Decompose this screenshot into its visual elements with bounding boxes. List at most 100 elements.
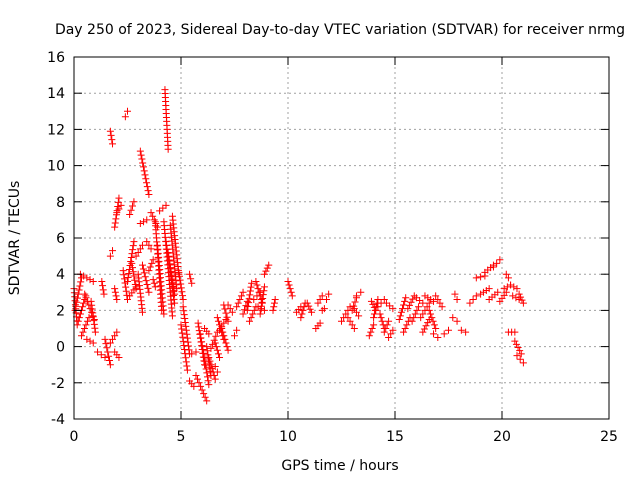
data-point	[346, 303, 354, 311]
data-point	[404, 305, 412, 313]
data-point	[104, 348, 112, 356]
data-point	[374, 296, 382, 304]
data-point	[325, 290, 333, 298]
data-point	[184, 342, 192, 350]
data-point	[403, 321, 411, 329]
data-point	[511, 337, 519, 345]
data-point	[197, 382, 205, 390]
data-point	[90, 320, 98, 328]
data-point	[183, 330, 191, 338]
data-point	[355, 312, 363, 320]
data-point	[245, 317, 253, 325]
data-points	[70, 86, 527, 405]
data-point	[164, 145, 172, 153]
data-point	[162, 201, 170, 209]
data-point	[94, 348, 102, 356]
data-point	[111, 288, 119, 296]
data-point	[105, 352, 113, 360]
data-point	[181, 315, 189, 323]
data-point	[249, 310, 257, 318]
data-point	[344, 314, 352, 322]
data-point	[338, 317, 345, 325]
data-point	[86, 276, 94, 284]
data-point	[297, 314, 305, 322]
data-point	[516, 347, 524, 355]
data-point	[502, 270, 510, 278]
data-point	[382, 325, 390, 332]
data-point	[137, 151, 145, 159]
data-point	[221, 335, 229, 343]
data-point	[211, 339, 219, 347]
data-point	[198, 342, 206, 350]
x-tick-label: 0	[70, 429, 79, 445]
data-point	[140, 167, 148, 175]
data-point	[472, 274, 480, 282]
data-point	[106, 252, 114, 260]
data-point	[419, 328, 427, 336]
data-point	[244, 303, 252, 311]
data-point	[77, 278, 85, 286]
data-point	[389, 326, 397, 334]
data-point	[175, 268, 183, 276]
data-point	[248, 279, 256, 287]
data-point	[512, 340, 520, 348]
data-point	[517, 293, 525, 301]
data-point	[117, 201, 125, 209]
data-point	[180, 341, 188, 349]
data-point	[144, 187, 152, 195]
data-point	[98, 277, 106, 285]
data-point	[286, 285, 294, 293]
data-point	[269, 306, 277, 314]
data-point	[147, 209, 155, 217]
data-point	[226, 305, 234, 313]
data-point	[371, 306, 379, 314]
data-point	[323, 296, 331, 304]
data-point	[257, 296, 265, 304]
data-point	[430, 321, 438, 329]
data-point	[185, 346, 193, 354]
data-point	[129, 242, 137, 250]
data-point	[112, 292, 120, 300]
data-point	[175, 272, 183, 280]
data-point	[270, 299, 278, 307]
data-point	[222, 339, 230, 347]
data-point	[82, 321, 90, 329]
data-point	[113, 296, 121, 304]
data-point	[357, 288, 365, 296]
data-point	[316, 296, 324, 304]
data-point	[187, 275, 195, 283]
data-point	[146, 263, 154, 271]
data-point	[298, 310, 306, 318]
data-point	[97, 351, 105, 359]
data-point	[99, 282, 107, 290]
data-point	[425, 299, 433, 307]
data-point	[182, 358, 190, 366]
data-point	[257, 305, 265, 313]
data-point	[407, 298, 415, 306]
data-point	[203, 343, 211, 351]
data-point	[385, 334, 393, 342]
data-point	[183, 362, 191, 370]
data-point	[173, 285, 181, 293]
data-point	[503, 283, 511, 291]
data-point	[314, 299, 322, 307]
data-point	[205, 353, 213, 361]
data-point	[299, 306, 307, 314]
data-point	[410, 314, 418, 322]
data-point	[427, 296, 435, 304]
data-point	[166, 264, 174, 272]
data-point	[305, 302, 313, 310]
data-point	[247, 283, 255, 291]
data-point	[401, 325, 409, 332]
data-point	[489, 263, 497, 271]
data-point	[183, 334, 191, 342]
data-point	[213, 314, 221, 322]
data-point	[203, 369, 211, 377]
data-point	[111, 219, 119, 227]
data-point	[220, 332, 228, 340]
data-point	[136, 147, 144, 155]
data-point	[183, 366, 191, 374]
data-point	[511, 328, 519, 336]
data-point	[519, 299, 527, 307]
data-point	[180, 307, 188, 315]
